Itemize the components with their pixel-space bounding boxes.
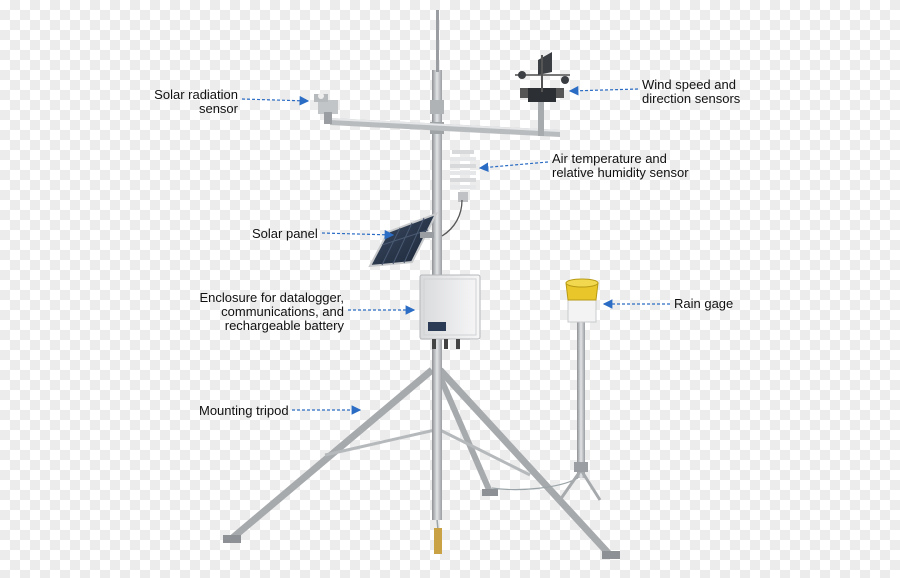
label-rain-gage: Rain gage — [674, 296, 734, 311]
label-line: direction sensors — [642, 91, 741, 106]
label-line: Wind speed and — [642, 77, 736, 92]
label-line: Enclosure for datalogger, — [199, 290, 344, 305]
crossarm — [318, 100, 560, 137]
label-line: rechargeable battery — [224, 318, 344, 333]
label-line: Air temperature and — [552, 151, 667, 166]
arrow-solar-radiation — [241, 95, 310, 106]
label-wind-sensors: Wind speed and direction sensors — [642, 78, 740, 106]
arrow-wind — [568, 85, 639, 96]
wind-sensor — [515, 52, 570, 136]
label-line: relative humidity sensor — [552, 165, 689, 180]
solar-radiation-sensor — [314, 93, 328, 102]
label-line: sensor — [198, 101, 238, 116]
datalogger-enclosure — [419, 274, 481, 349]
label-solar-panel: Solar panel — [252, 226, 318, 241]
label-mounting-tripod: Mounting tripod — [199, 403, 289, 418]
temperature-humidity-sensor — [441, 150, 476, 237]
label-line: Solar radiation — [154, 87, 238, 102]
rain-gage — [558, 278, 602, 501]
label-line: communications, and — [221, 304, 344, 319]
arrow-air-temp — [478, 161, 549, 173]
solar-panel — [368, 212, 439, 268]
mast — [430, 10, 444, 520]
label-air-temperature-sensor: Air temperature and relative humidity se… — [552, 152, 689, 180]
label-enclosure: Enclosure for datalogger, communications… — [180, 291, 344, 333]
callout-arrows — [241, 85, 670, 415]
arrow-solar-panel — [321, 229, 395, 240]
ground-rod — [434, 344, 579, 554]
label-solar-radiation-sensor: Solar radiation sensor — [140, 88, 238, 116]
mounting-tripod — [223, 367, 620, 559]
